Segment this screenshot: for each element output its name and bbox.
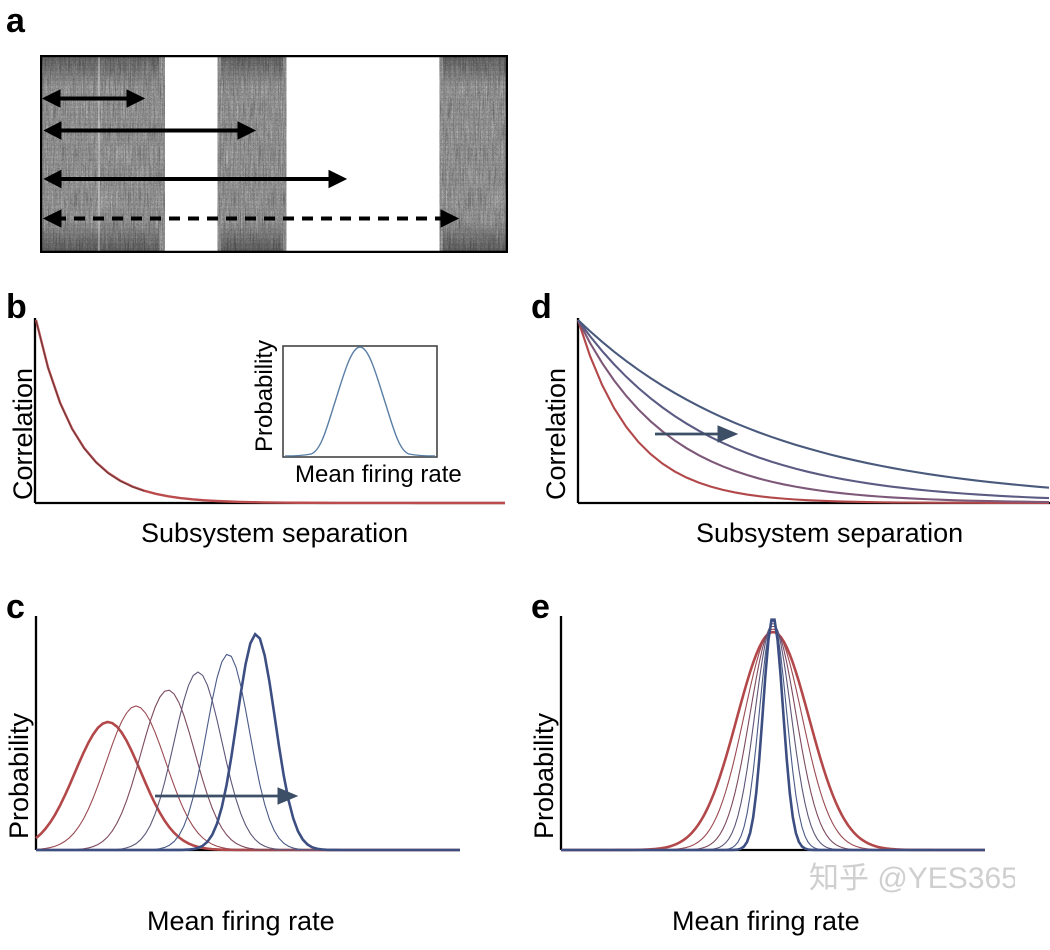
- svg-text:知乎 @YES365: 知乎 @YES365: [809, 862, 1015, 895]
